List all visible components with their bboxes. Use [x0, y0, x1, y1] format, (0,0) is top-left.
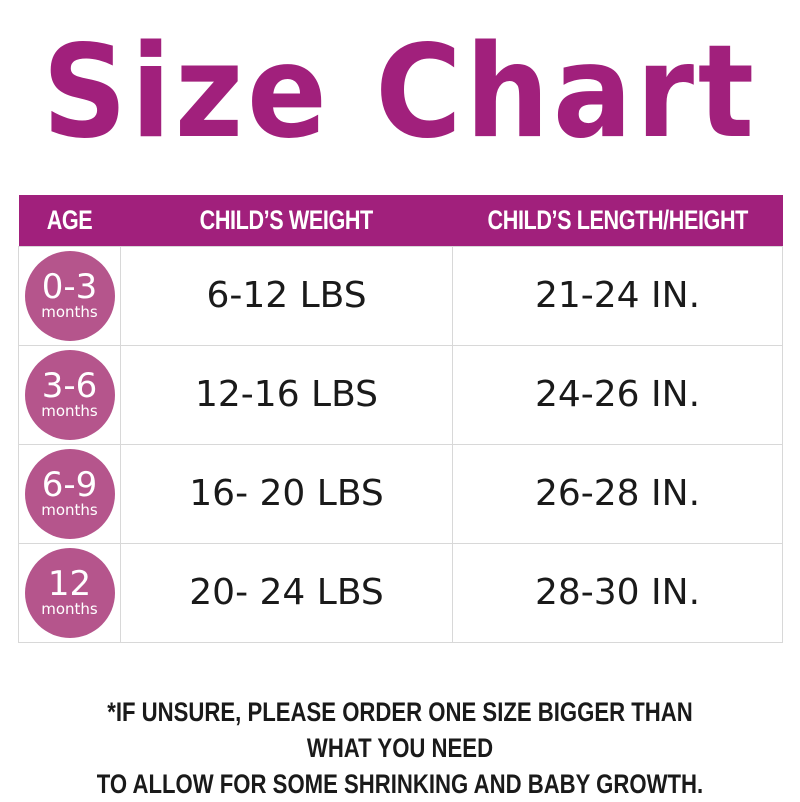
age-cell: 6-9 months	[18, 443, 121, 544]
weight-cell: 12-16 LBS	[120, 344, 453, 445]
age-badge: 6-9 months	[24, 448, 115, 539]
header-length: CHILD’S LENGTH/HEIGHT	[452, 195, 783, 246]
length-cell: 28-30 IN.	[452, 542, 783, 643]
length-cell: 24-26 IN.	[452, 344, 783, 445]
age-badge: 3-6 months	[24, 349, 115, 440]
length-cell: 26-28 IN.	[452, 443, 783, 544]
age-value: 3-6	[41, 366, 98, 406]
age-value: 12	[47, 564, 92, 604]
age-unit: months	[41, 402, 98, 420]
table-row: 12 months 20- 24 LBS 28-30 IN.	[18, 542, 783, 643]
age-value: 0-3	[41, 267, 98, 307]
age-unit: months	[41, 303, 98, 321]
weight-cell: 20- 24 LBS	[120, 542, 453, 643]
size-table: AGE CHILD’S WEIGHT CHILD’S LENGTH/HEIGHT…	[18, 195, 783, 643]
age-cell: 3-6 months	[18, 344, 121, 445]
header-age-label: AGE	[46, 204, 93, 235]
age-unit: months	[41, 501, 98, 519]
table-row: 6-9 months 16- 20 LBS 26-28 IN.	[18, 443, 783, 544]
header-length-label: CHILD’S LENGTH/HEIGHT	[487, 204, 748, 235]
table-row: 0-3 months 6-12 LBS 21-24 IN.	[18, 245, 783, 346]
age-cell: 0-3 months	[18, 245, 121, 346]
table-row: 3-6 months 12-16 LBS 24-26 IN.	[18, 344, 783, 445]
page-title: Size Chart	[42, 18, 758, 167]
footnote-line-1: *IF UNSURE, PLEASE ORDER ONE SIZE BIGGER…	[107, 697, 693, 763]
age-badge: 0-3 months	[24, 250, 115, 341]
header-weight: CHILD’S WEIGHT	[120, 195, 453, 246]
weight-cell: 16- 20 LBS	[120, 443, 453, 544]
age-unit: months	[41, 600, 98, 618]
header-weight-label: CHILD’S WEIGHT	[199, 204, 374, 235]
weight-cell: 6-12 LBS	[120, 245, 453, 346]
footnote-line-2: TO ALLOW FOR SOME SHRINKING AND BABY GRO…	[96, 769, 704, 799]
footnote: *IF UNSURE, PLEASE ORDER ONE SIZE BIGGER…	[0, 694, 800, 802]
header-age: AGE	[18, 195, 121, 246]
length-cell: 21-24 IN.	[452, 245, 783, 346]
age-value: 6-9	[41, 465, 98, 505]
age-badge: 12 months	[24, 547, 115, 638]
age-cell: 12 months	[18, 542, 121, 643]
table-header: AGE CHILD’S WEIGHT CHILD’S LENGTH/HEIGHT	[18, 195, 783, 246]
